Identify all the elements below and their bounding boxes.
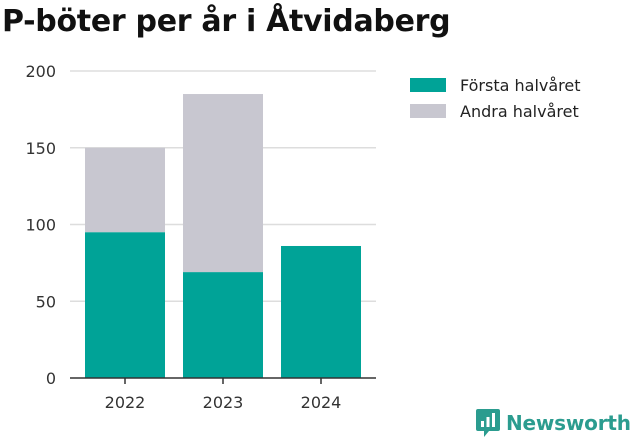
legend-label-second-half: Andra halvåret xyxy=(460,101,579,121)
legend-item-second-half: Andra halvåret xyxy=(410,98,581,124)
y-tick-label-50: 50 xyxy=(36,292,56,311)
y-tick-label-0: 0 xyxy=(46,369,56,388)
legend: Första halvåret Andra halvåret xyxy=(410,72,581,124)
legend-label-first-half: Första halvåret xyxy=(460,75,581,95)
axes: 0 50 100 150 200 2022 2023 2024 xyxy=(25,62,376,412)
bar-2023-second-half xyxy=(183,94,263,273)
bars xyxy=(85,94,361,378)
brand-name: Newsworthy xyxy=(506,411,631,435)
y-tick-label-200: 200 xyxy=(25,62,56,81)
legend-swatch-second-half xyxy=(410,104,446,118)
x-tick-label-2023: 2023 xyxy=(203,393,244,412)
bar-2022-second-half xyxy=(85,147,165,233)
x-tick-label-2022: 2022 xyxy=(105,393,146,412)
bar-2023-first-half xyxy=(183,272,263,378)
bar-2022-first-half xyxy=(85,232,165,378)
y-tick-label-100: 100 xyxy=(25,216,56,235)
y-tick-label-150: 150 xyxy=(25,139,56,158)
bar-2024-first-half xyxy=(281,245,361,378)
brand: Newsworthy xyxy=(476,409,631,437)
x-tick-label-2024: 2024 xyxy=(301,393,342,412)
chart-title: P-böter per år i Åtvidaberg xyxy=(2,4,451,39)
legend-swatch-first-half xyxy=(410,78,446,92)
newsworthy-logo-icon xyxy=(476,409,500,437)
legend-item-first-half: Första halvåret xyxy=(410,72,581,98)
